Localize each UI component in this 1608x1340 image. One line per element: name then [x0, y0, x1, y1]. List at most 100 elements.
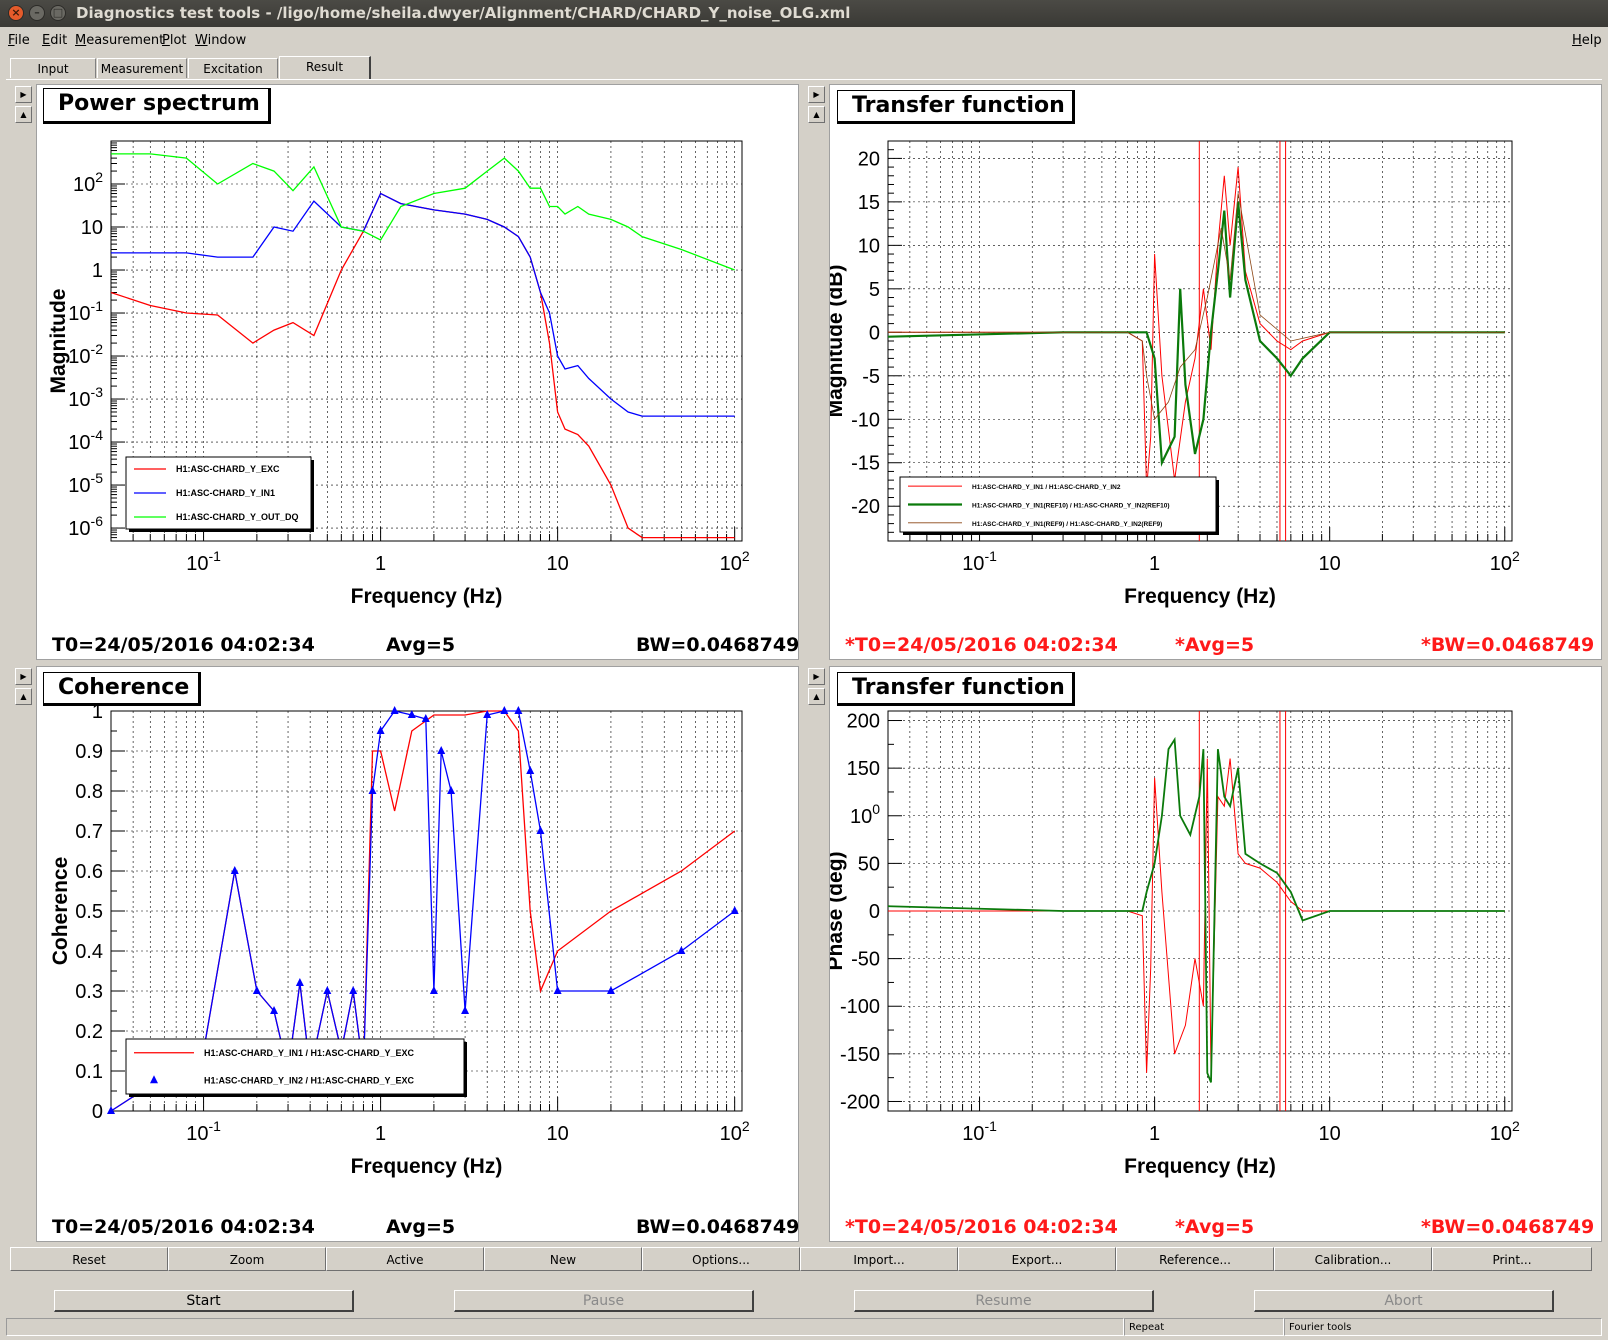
series-point [677, 946, 686, 954]
y-tick-label: 10 [858, 235, 880, 257]
panel2-t0: *T0=24/05/2016 04:02:34 [845, 634, 1118, 656]
y-tick-label: 0.8 [75, 781, 103, 803]
tab-measurement[interactable]: Measurement [97, 58, 187, 78]
x-tick-label: 102 [1490, 1118, 1520, 1145]
y-tick-label: -50 [851, 949, 880, 971]
transfer-phase-panel[interactable]: 10-1 1 10 102 200 150 100 50 0 -50 -100 -150 -200 Fre… [824, 666, 1603, 1243]
panel4-next-icon[interactable]: ▶ [808, 668, 825, 685]
panel3-bw: BW=0.0468749 [636, 1216, 800, 1238]
panel4-prev-icon[interactable]: ▲ [808, 688, 825, 705]
options-button[interactable]: Options... [642, 1247, 800, 1271]
series-point [730, 906, 739, 914]
menu-edit[interactable]: Edit [42, 33, 68, 48]
result-frame [6, 79, 1602, 1242]
panel1-next-icon[interactable]: ▶ [15, 86, 32, 103]
series-point [461, 1006, 470, 1014]
menu-plot[interactable]: Plot [162, 33, 187, 48]
series-line-2 [887, 201, 1505, 467]
x-axis-label: Frequency (Hz) [1124, 585, 1276, 608]
panel2-next-icon[interactable]: ▶ [808, 86, 825, 103]
abort-button[interactable]: Abort [1254, 1290, 1554, 1312]
panel2-bw: *BW=0.0468749 [1421, 634, 1595, 656]
series-point [606, 986, 615, 994]
menu-measurement[interactable]: Measurement [75, 33, 165, 48]
active-button[interactable]: Active [326, 1247, 484, 1271]
y-tick-label: 0.5 [75, 901, 103, 923]
y-tick-label: 1 [92, 701, 103, 723]
transfer-magnitude-panel[interactable]: 10-1 1 10 102 20 15 10 5 0 -5 -10 -15 -20 Frequency (… [824, 84, 1603, 661]
series-point [553, 986, 562, 994]
series-point [368, 786, 377, 794]
transfer-phase-chart[interactable]: 10-1 1 10 102 200 150 100 50 0 -50 -100 -150 -200 Fre… [824, 667, 1603, 1243]
menu-help[interactable]: Help [1572, 33, 1602, 48]
y-tick-label: -10 [851, 409, 880, 431]
start-button[interactable]: Start [54, 1290, 354, 1312]
tab-excitation[interactable]: Excitation [188, 58, 278, 78]
panel1-bw: BW=0.0468749 [636, 634, 800, 656]
plot-toolbar: Reset Zoom Active New Options... Import.… [10, 1247, 1602, 1271]
y-tick-label: 0.2 [75, 1021, 103, 1043]
y-tick-label: 0.3 [75, 981, 103, 1003]
y-tick-label: 10-4 [68, 427, 103, 454]
import-button[interactable]: Import... [800, 1247, 958, 1271]
zoom-button[interactable]: Zoom [168, 1247, 326, 1271]
reference-button[interactable]: Reference... [1116, 1247, 1274, 1271]
y-tick-label: -15 [851, 453, 880, 475]
y-tick-label: 0.7 [75, 821, 103, 843]
maximize-window-icon[interactable]: □ [50, 5, 66, 21]
minimize-window-icon[interactable]: – [29, 5, 45, 21]
y-tick-label: 1 [92, 260, 103, 282]
y-tick-label: 10-2 [68, 341, 103, 368]
panel3-prev-icon[interactable]: ▲ [15, 688, 32, 705]
series-point [230, 866, 239, 874]
panel1-prev-icon[interactable]: ▲ [15, 106, 32, 123]
y-tick-label: 15 [858, 192, 880, 214]
series-point [390, 706, 399, 714]
panel3-t0: T0=24/05/2016 04:02:34 [52, 1216, 315, 1238]
y-axis-label: Phase (deg) [830, 851, 847, 970]
panel2-prev-icon[interactable]: ▲ [808, 106, 825, 123]
x-tick-label: 1 [1149, 553, 1160, 575]
y-axis-label: Coherence [49, 857, 72, 966]
menu-window[interactable]: Window [195, 33, 247, 48]
panel4-bw: *BW=0.0468749 [1421, 1216, 1595, 1238]
x-tick-label: 1 [375, 553, 386, 575]
power-spectrum-chart[interactable]: 10-1 1 10 102 102 10 1 10-1 10-2 10-3 10-4 10-5 10-6… [37, 85, 800, 661]
new-button[interactable]: New [484, 1247, 642, 1271]
tab-result[interactable]: Result [279, 56, 371, 80]
print-button[interactable]: Print... [1432, 1247, 1592, 1271]
series-point [536, 826, 545, 834]
series-point [107, 1106, 115, 1114]
close-window-icon[interactable]: × [8, 5, 24, 21]
x-tick-label: 10-1 [186, 548, 221, 575]
x-tick-label: 10-1 [186, 1118, 221, 1145]
panel4-t0: *T0=24/05/2016 04:02:34 [845, 1216, 1118, 1238]
x-tick-label: 10 [1319, 1123, 1341, 1145]
transfer-magnitude-chart[interactable]: 10-1 1 10 102 20 15 10 5 0 -5 -10 -15 -20 Frequency (… [824, 85, 1603, 661]
menu-file[interactable]: File [8, 33, 30, 48]
series-point [437, 746, 446, 754]
resume-button[interactable]: Resume [854, 1290, 1154, 1312]
y-tick-label: 0 [869, 322, 880, 344]
y-tick-label: -20 [851, 496, 880, 518]
calibration-button[interactable]: Calibration... [1274, 1247, 1432, 1271]
y-tick-label: -5 [862, 366, 880, 388]
x-tick-label: 1 [1149, 1123, 1160, 1145]
panel1-avg: Avg=5 [386, 634, 456, 656]
coherence-panel[interactable]: 10-1 1 10 102 1 0.9 0.8 0.7 0.6 0.5 0.4 0.3 0.2 0.1 0 F… [36, 666, 799, 1242]
menu-bar: File Edit Measurement Plot Window Help [0, 30, 1608, 52]
power-spectrum-panel[interactable]: 10-1 1 10 102 102 10 1 10-1 10-2 10-3 10-4 10-5 10-6… [36, 84, 799, 660]
y-tick-label: 0 [869, 901, 880, 923]
coherence-chart[interactable]: 10-1 1 10 102 1 0.9 0.8 0.7 0.6 0.5 0.4 0.3 0.2 0.1 0 F… [37, 667, 800, 1243]
statusbar-fourier-tools: Fourier tools [1284, 1318, 1602, 1336]
panel3-next-icon[interactable]: ▶ [15, 668, 32, 685]
tab-input[interactable]: Input [10, 58, 96, 78]
export-button[interactable]: Export... [958, 1247, 1116, 1271]
y-tick-label: 100 [850, 801, 880, 828]
panel2-avg: *Avg=5 [1175, 634, 1255, 656]
panel4-avg: *Avg=5 [1175, 1216, 1255, 1238]
reset-button[interactable]: Reset [10, 1247, 168, 1271]
statusbar-repeat: Repeat [1124, 1318, 1284, 1336]
pause-button[interactable]: Pause [454, 1290, 754, 1312]
y-tick-label: 50 [858, 853, 880, 875]
